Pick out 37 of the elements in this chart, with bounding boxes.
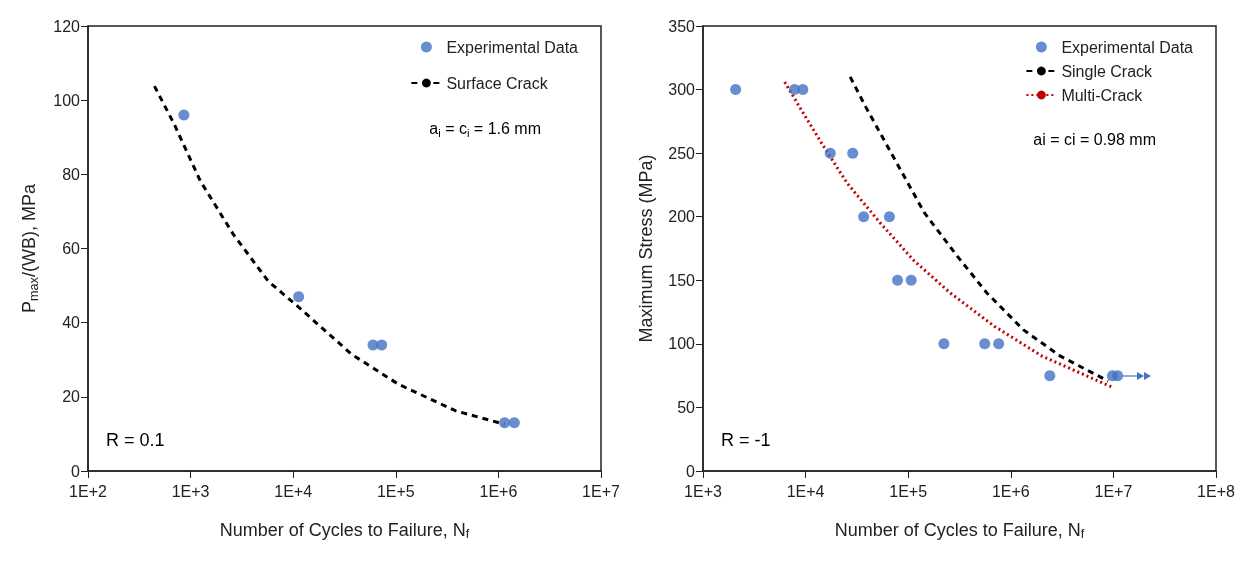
y-tick-label: 300: [668, 81, 696, 99]
y-tick-label: 350: [668, 17, 696, 35]
y-tick-label: 80: [62, 165, 81, 183]
annotation: R = -1: [721, 430, 771, 450]
y-tick-label: 0: [686, 462, 696, 480]
y-tick-label: 0: [71, 462, 81, 480]
y-tick-label: 60: [62, 240, 81, 257]
legend-label: Experimental Data: [446, 38, 579, 56]
x-tick-label: 1E+3: [171, 482, 210, 500]
x-tick-label: 1E+5: [889, 482, 928, 500]
y-tick-label: 250: [668, 144, 696, 162]
x-tick-label: 1E+8: [1197, 482, 1236, 500]
legend-label: Single Crack: [1061, 62, 1154, 80]
y-tick-label: 20: [62, 388, 81, 406]
legend-label: Multi-Crack: [1061, 86, 1144, 104]
y-tick-label: 40: [62, 314, 81, 332]
y-tick-label: 200: [668, 208, 696, 226]
y-tick-label: 100: [53, 91, 81, 109]
x-tick-label: 1E+6: [479, 482, 518, 500]
y-axis-title: Pmax/(WB), MPa: [19, 183, 41, 313]
x-tick-label: 1E+3: [684, 482, 723, 500]
x-tick-label: 1E+7: [1094, 482, 1133, 500]
x-tick-label: 1E+4: [274, 482, 313, 500]
legend-label: Surface Crack: [446, 74, 549, 92]
y-tick-label: 150: [668, 271, 696, 289]
y-tick-label: 100: [668, 335, 696, 353]
annotation: R = 0.1: [106, 430, 165, 450]
y-axis-title: Maximum Stress (MPa): [636, 154, 656, 343]
x-tick-label: 1E+4: [786, 482, 825, 500]
x-tick-label: 1E+7: [582, 482, 621, 500]
y-tick-label: 50: [677, 398, 696, 416]
x-tick-label: 1E+6: [991, 482, 1030, 500]
legend-label: Experimental Data: [1061, 38, 1194, 56]
annotation: ai = ci = 0.98 mm: [1033, 130, 1156, 148]
x-tick-label: 1E+5: [376, 482, 415, 500]
y-tick-label: 120: [53, 17, 81, 35]
x-tick-label: 1E+2: [69, 482, 108, 500]
